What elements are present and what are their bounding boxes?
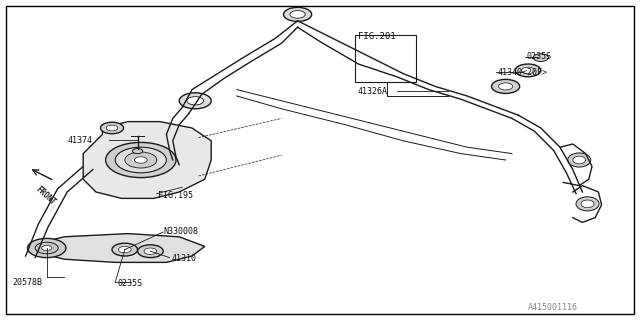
Ellipse shape xyxy=(187,97,204,105)
Ellipse shape xyxy=(533,54,548,61)
Ellipse shape xyxy=(163,157,189,170)
Ellipse shape xyxy=(290,11,305,18)
Polygon shape xyxy=(38,234,205,262)
Ellipse shape xyxy=(568,153,591,167)
Text: 41340<20F>: 41340<20F> xyxy=(497,68,547,76)
Ellipse shape xyxy=(28,238,66,258)
Text: 20578B: 20578B xyxy=(13,278,43,287)
Text: FIG.195: FIG.195 xyxy=(158,191,193,200)
Ellipse shape xyxy=(115,147,166,173)
Ellipse shape xyxy=(42,245,52,251)
Ellipse shape xyxy=(100,122,124,134)
Ellipse shape xyxy=(112,243,138,256)
Ellipse shape xyxy=(492,79,520,93)
Ellipse shape xyxy=(179,93,211,109)
Ellipse shape xyxy=(35,242,58,254)
Text: 0235S: 0235S xyxy=(117,279,142,288)
Text: 41374: 41374 xyxy=(67,136,92,145)
Text: 41310: 41310 xyxy=(172,254,196,263)
Text: 41326A: 41326A xyxy=(357,87,387,96)
Ellipse shape xyxy=(118,246,131,253)
Ellipse shape xyxy=(515,64,541,77)
Ellipse shape xyxy=(573,156,586,164)
Ellipse shape xyxy=(138,245,163,258)
Text: 0235S: 0235S xyxy=(526,52,551,61)
Text: FRONT: FRONT xyxy=(35,185,58,207)
Text: N330008: N330008 xyxy=(163,227,198,236)
Ellipse shape xyxy=(284,7,312,21)
Ellipse shape xyxy=(106,142,176,178)
Text: FIG.201: FIG.201 xyxy=(358,32,396,41)
Ellipse shape xyxy=(581,200,594,208)
Bar xyxy=(355,35,416,82)
Ellipse shape xyxy=(499,83,513,90)
Ellipse shape xyxy=(106,125,118,131)
Text: A415001116: A415001116 xyxy=(528,303,578,312)
Ellipse shape xyxy=(522,67,534,74)
Ellipse shape xyxy=(132,148,143,154)
Ellipse shape xyxy=(125,152,157,168)
Ellipse shape xyxy=(170,160,182,166)
Ellipse shape xyxy=(134,157,147,163)
Ellipse shape xyxy=(144,248,157,254)
Ellipse shape xyxy=(576,197,599,211)
Polygon shape xyxy=(83,122,211,198)
